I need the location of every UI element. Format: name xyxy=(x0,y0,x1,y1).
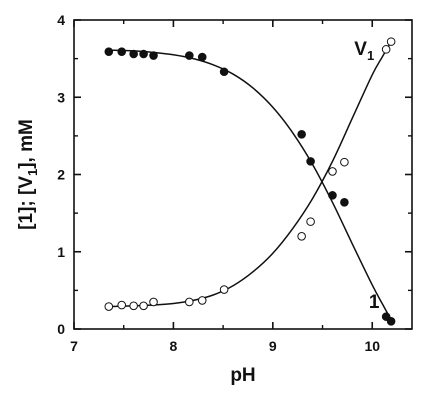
fit-line-1 xyxy=(108,49,392,321)
fit-curves xyxy=(108,41,392,321)
series-labels: 1V1 xyxy=(354,39,380,313)
y-axis-title: [1]; [V1], mM xyxy=(16,119,40,230)
y-axis-title-subscript: 1 xyxy=(25,169,40,176)
data-point-series-1 xyxy=(197,52,207,62)
x-tick-label: 10 xyxy=(364,338,380,354)
data-point-series-1 xyxy=(386,316,396,326)
data-point-series-v1 xyxy=(139,301,148,311)
data-point-series-1 xyxy=(149,51,158,60)
series-label-v1: V1 xyxy=(354,39,374,63)
series-label-v1-main: V xyxy=(354,39,367,60)
data-point-series-v1 xyxy=(386,37,396,46)
data-point-series-1 xyxy=(185,51,194,60)
y-tick-label: 3 xyxy=(57,89,65,105)
y-tick-label: 0 xyxy=(57,321,65,337)
data-points xyxy=(104,37,396,326)
data-point-series-v1 xyxy=(104,302,114,311)
series-label-v1-subscript: 1 xyxy=(367,48,374,63)
data-point-series-v1 xyxy=(219,285,229,294)
x-tick-label: 8 xyxy=(170,338,178,354)
data-point-series-v1 xyxy=(185,297,194,307)
data-point-series-v1 xyxy=(328,167,337,176)
data-point-series-1 xyxy=(297,130,306,139)
fit-line-2 xyxy=(108,41,392,308)
data-point-series-1 xyxy=(328,191,337,200)
data-point-series-1 xyxy=(129,49,138,59)
x-axis-title: pH xyxy=(230,365,255,386)
x-tick-label: 9 xyxy=(269,338,277,354)
series-label-1: 1 xyxy=(369,292,380,313)
y-tick-label: 2 xyxy=(57,167,65,183)
data-point-series-1 xyxy=(306,157,315,166)
axis-ticks: 7 8 9 10 0 1 2 3 4 xyxy=(57,12,412,354)
data-point-series-v1 xyxy=(297,232,306,241)
y-axis-title-part-a: [1]; [V xyxy=(16,176,37,230)
data-point-series-v1 xyxy=(117,300,127,310)
data-point-series-v1 xyxy=(306,217,315,226)
y-axis-title-part-b: ], mM xyxy=(16,119,37,169)
plot-frame xyxy=(73,19,413,330)
data-point-series-v1 xyxy=(197,296,207,305)
data-point-series-1 xyxy=(219,67,229,77)
y-tick-label: 1 xyxy=(57,244,65,260)
data-point-series-v1 xyxy=(340,157,349,167)
data-point-series-1 xyxy=(117,47,127,56)
data-point-series-v1 xyxy=(129,301,138,311)
data-point-series-1 xyxy=(104,47,114,56)
plot-axes xyxy=(73,19,413,330)
y-tick-label: 4 xyxy=(57,12,65,28)
data-point-series-v1 xyxy=(149,297,158,307)
x-tick-label: 7 xyxy=(70,338,78,354)
data-point-series-v1 xyxy=(381,45,391,54)
data-point-series-1 xyxy=(340,198,349,207)
data-point-series-1 xyxy=(139,49,148,59)
